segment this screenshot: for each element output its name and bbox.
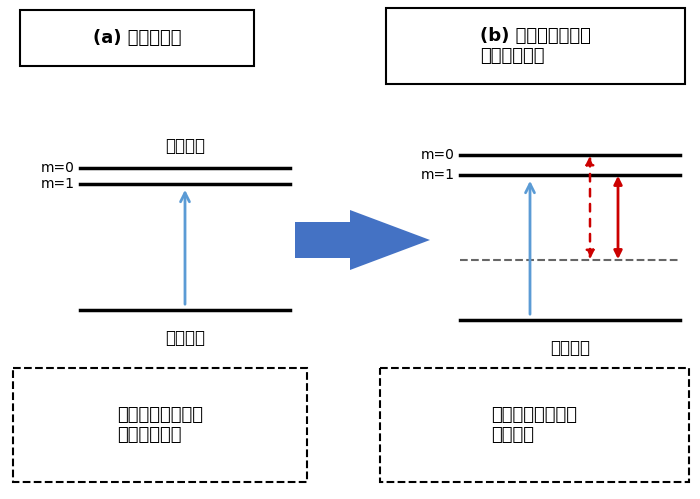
FancyBboxPatch shape	[380, 368, 689, 482]
Text: エネルギー準位が
重なっている: エネルギー準位が 重なっている	[117, 406, 203, 445]
Text: エネルギー準位が
分裂する: エネルギー準位が 分裂する	[491, 406, 578, 445]
Text: m=0: m=0	[41, 161, 75, 175]
FancyBboxPatch shape	[13, 368, 307, 482]
Text: m=1: m=1	[41, 177, 75, 191]
Text: 励起状態: 励起状態	[165, 137, 205, 155]
Text: m=0: m=0	[421, 148, 455, 162]
Text: 基底状態: 基底状態	[165, 329, 205, 347]
Text: m=1: m=1	[421, 168, 455, 182]
Text: (a) 極端紫外光: (a) 極端紫外光	[92, 29, 181, 47]
Text: (b) 高強度の赤外光
を共鳴させる: (b) 高強度の赤外光 を共鳴させる	[480, 26, 591, 65]
FancyBboxPatch shape	[386, 8, 685, 84]
Polygon shape	[295, 210, 430, 270]
Text: 基底状態: 基底状態	[550, 339, 590, 357]
FancyBboxPatch shape	[20, 10, 254, 66]
